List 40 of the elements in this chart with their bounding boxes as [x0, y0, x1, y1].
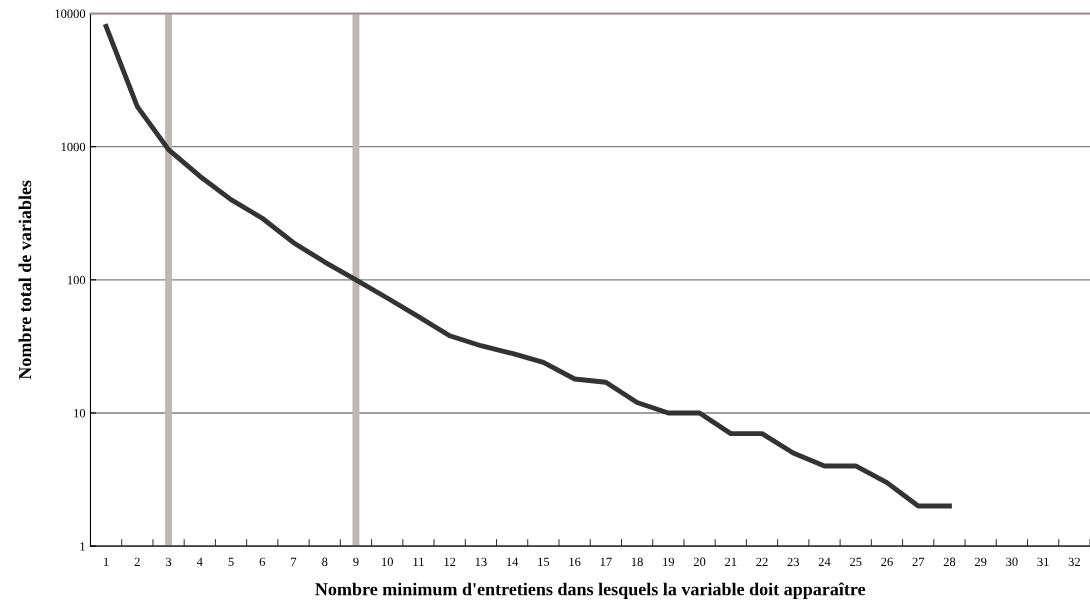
x-tick-label: 11	[413, 557, 424, 566]
x-tick-label: 15	[538, 557, 550, 567]
x-tick-label: 22	[756, 557, 768, 566]
x-tick-label: 14	[507, 557, 519, 566]
x-axis-title: Nombre minimum d'entretiens dans lesquels la variable doit apparaître	[315, 582, 866, 600]
x-tick-label: 18	[631, 557, 643, 567]
x-tick-label: 28	[943, 557, 956, 567]
x-tick-label: 16	[569, 557, 581, 567]
x-tick-label: 25	[850, 557, 862, 567]
x-tick-label: 7	[291, 557, 297, 566]
y-tick-label: 100	[67, 275, 86, 285]
line-series	[103, 24, 952, 509]
x-tick-label: 23	[787, 557, 800, 567]
x-tick-label: 13	[475, 557, 487, 567]
x-tick-label: 3	[166, 557, 172, 567]
x-tick-label: 27	[912, 557, 925, 566]
x-tick-label: 4	[196, 557, 203, 566]
x-tick-label: 21	[725, 557, 737, 566]
x-tick-label: 9	[353, 557, 359, 567]
x-tick-label: 20	[693, 557, 706, 567]
x-tick-label: 31	[1037, 557, 1049, 567]
x-tick-label: 12	[444, 557, 456, 566]
x-tick-label: 2	[134, 557, 140, 566]
y-axis-title: Nombre total de variables	[18, 180, 32, 380]
x-tick-label: 24	[818, 557, 831, 566]
x-tick-label: 17	[600, 557, 612, 566]
y-tick-label: 10000	[55, 9, 86, 18]
x-tick-label: 32	[1068, 557, 1080, 567]
x-tick-label: 19	[663, 557, 675, 567]
x-tick-label: 8	[322, 557, 328, 567]
x-tick-label: 6	[259, 557, 266, 567]
y-tick-label: 10	[74, 409, 86, 418]
y-tick-label: 1000	[61, 142, 86, 152]
x-tick-label: 29	[974, 557, 987, 567]
x-tick-label: 30	[1006, 557, 1018, 567]
x-tick-label: 26	[881, 557, 893, 567]
x-tick-label: 5	[228, 557, 234, 567]
x-tick-label: 10	[382, 557, 393, 567]
x-tick-label: 1	[104, 557, 109, 566]
y-tick-label: 1	[80, 542, 85, 551]
